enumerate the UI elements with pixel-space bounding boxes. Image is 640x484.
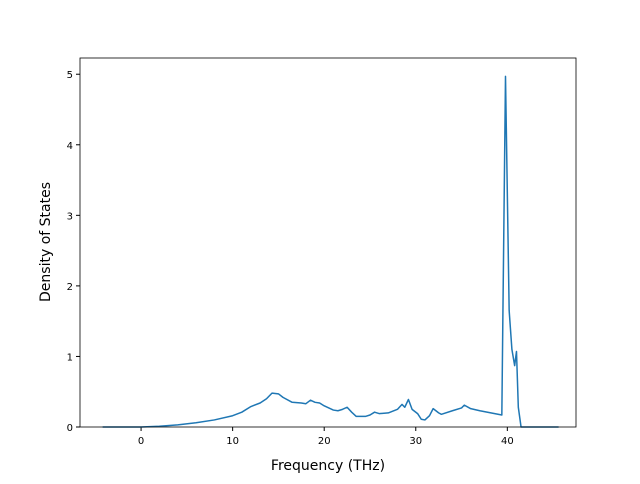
x-tick-label: 40 (501, 436, 514, 447)
x-tick-label: 10 (226, 436, 239, 447)
y-axis-label: Density of States (38, 182, 54, 302)
x-tick-label: 30 (409, 436, 422, 447)
y-tick-label: 3 (67, 211, 73, 222)
x-tick-label: 20 (318, 436, 331, 447)
line (102, 75, 559, 428)
x-axis-label: Frequency (THz) (271, 458, 385, 474)
y-tick-label: 0 (67, 423, 73, 434)
y-tick-label: 5 (67, 70, 73, 81)
y-tick-label: 1 (67, 352, 73, 363)
y-tick-label: 4 (67, 141, 73, 152)
plot-frame (79, 57, 577, 428)
y-tick-label: 2 (67, 282, 73, 293)
x-tick-label: 0 (138, 436, 144, 447)
